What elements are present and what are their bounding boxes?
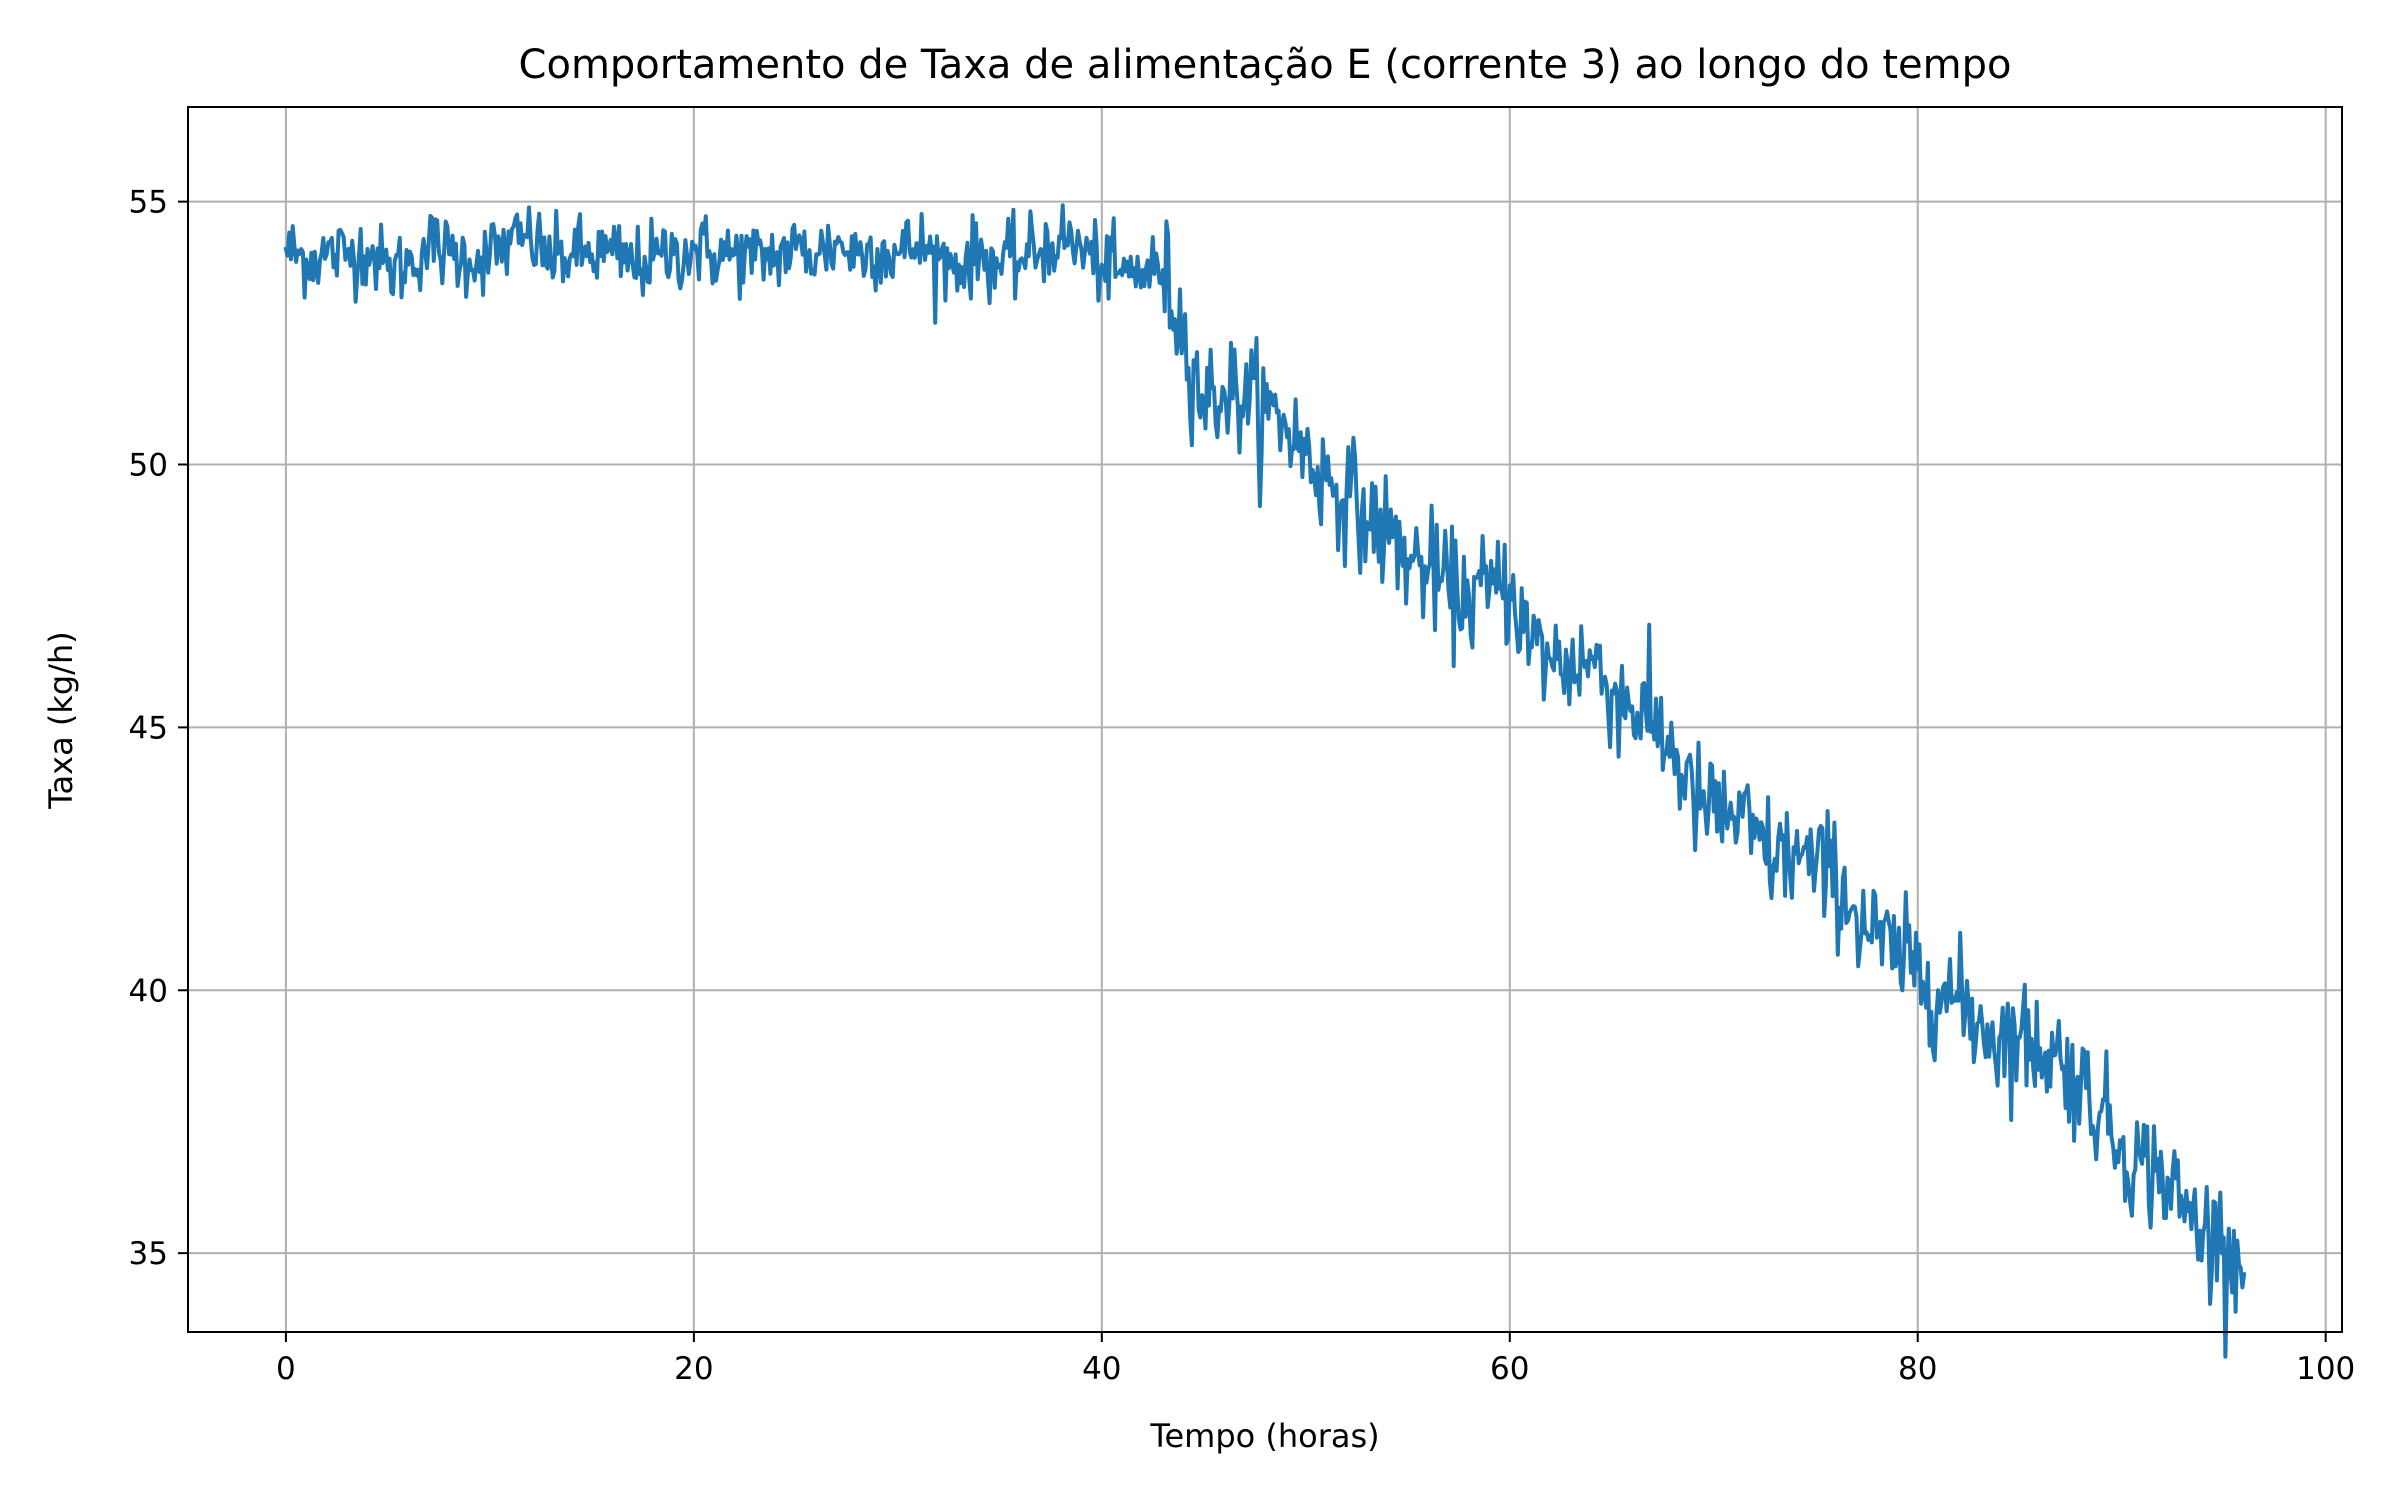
plot-frame	[187, 106, 2343, 1333]
chart-title: Comportamento de Taxa de alimentação E (…	[519, 42, 2012, 88]
x-tick-label: 0	[276, 1351, 296, 1387]
x-tick-label: 80	[1898, 1351, 1937, 1387]
x-tick-label: 60	[1490, 1351, 1529, 1387]
grid	[188, 107, 2342, 1332]
x-tick-label: 100	[2296, 1351, 2355, 1387]
x-axis-title: Tempo (horas)	[1149, 1417, 1379, 1455]
x-tick-label: 20	[674, 1351, 713, 1387]
y-tick-label: 50	[129, 448, 168, 484]
x-tick-label: 40	[1082, 1351, 1121, 1387]
axis-ticks: 0 20 40 60 80 100 35 40 45 50 55	[129, 185, 2356, 1387]
y-tick-label: 40	[129, 973, 168, 1009]
y-axis-title: Taxa (kg/h)	[42, 631, 80, 809]
y-tick-label: 35	[129, 1236, 168, 1272]
series-layer	[283, 203, 2247, 1359]
y-tick-label: 55	[129, 185, 168, 221]
series-line	[283, 203, 2247, 1359]
y-tick-label: 45	[129, 710, 168, 746]
